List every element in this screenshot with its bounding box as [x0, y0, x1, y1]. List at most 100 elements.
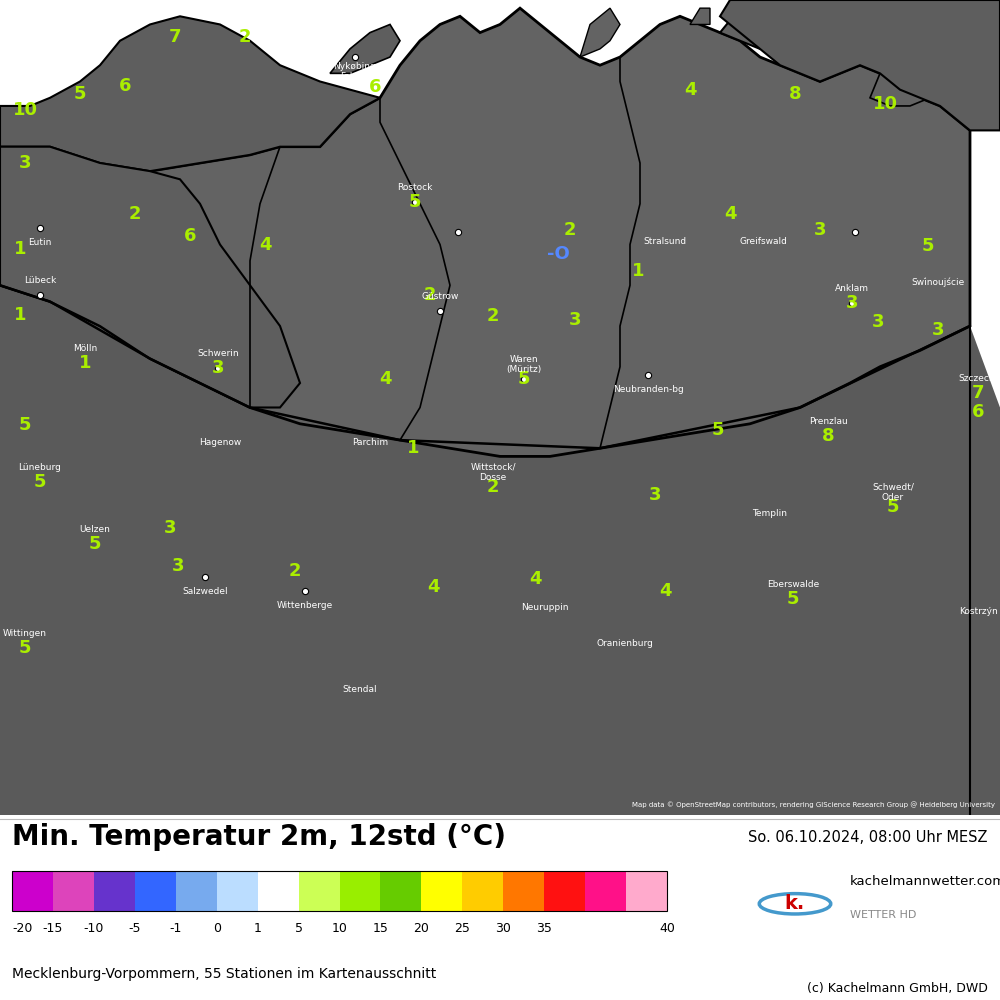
Bar — [626, 870, 667, 911]
Text: Wittingen: Wittingen — [3, 629, 47, 638]
Text: 5: 5 — [295, 922, 303, 935]
Text: Eutin: Eutin — [28, 238, 52, 247]
Text: 1: 1 — [254, 922, 262, 935]
Bar — [462, 870, 503, 911]
Text: 5: 5 — [409, 193, 421, 211]
Text: WETTER HD: WETTER HD — [850, 910, 916, 920]
Text: 4: 4 — [379, 370, 391, 388]
Text: 30: 30 — [495, 922, 511, 935]
Polygon shape — [870, 49, 940, 106]
Text: 5: 5 — [89, 535, 101, 553]
Text: 3: 3 — [19, 154, 31, 172]
Text: Templin: Templin — [753, 509, 788, 518]
Text: -5: -5 — [129, 922, 141, 935]
Text: 5: 5 — [712, 421, 724, 439]
Text: 5: 5 — [34, 473, 46, 491]
Text: 3: 3 — [649, 486, 661, 504]
Bar — [53, 870, 94, 911]
Polygon shape — [690, 8, 710, 24]
Text: 8: 8 — [789, 85, 801, 103]
Text: 5: 5 — [19, 639, 31, 657]
Text: Hagenow: Hagenow — [199, 438, 241, 447]
Text: Nykøbing
Falster: Nykøbing Falster — [334, 62, 376, 81]
Bar — [135, 870, 176, 911]
Text: 4: 4 — [724, 205, 736, 223]
Bar — [217, 870, 258, 911]
Text: 2: 2 — [487, 307, 499, 325]
Text: Oranienburg: Oranienburg — [597, 639, 653, 648]
Text: 5: 5 — [74, 85, 86, 103]
Text: 3: 3 — [212, 359, 224, 377]
Bar — [380, 870, 421, 911]
Bar — [340, 870, 380, 911]
Bar — [94, 870, 135, 911]
Text: 2: 2 — [289, 562, 301, 580]
Text: Schwerin: Schwerin — [197, 349, 239, 358]
Text: Wittenberge: Wittenberge — [277, 601, 333, 610]
Text: 40: 40 — [659, 922, 675, 935]
Text: Szczecin: Szczecin — [958, 374, 998, 383]
Text: 8: 8 — [822, 427, 834, 445]
Bar — [299, 870, 340, 911]
Text: 3: 3 — [164, 519, 176, 537]
Polygon shape — [0, 147, 300, 408]
Text: -1: -1 — [170, 922, 182, 935]
Polygon shape — [0, 16, 380, 171]
Text: 10: 10 — [872, 95, 898, 113]
Bar — [258, 870, 299, 911]
Text: Greifswald: Greifswald — [739, 237, 787, 246]
Text: 3: 3 — [569, 311, 581, 329]
Text: Uelzen: Uelzen — [80, 525, 110, 534]
Text: 2: 2 — [239, 28, 251, 46]
Text: Prenzlau: Prenzlau — [809, 417, 847, 426]
Polygon shape — [580, 8, 620, 57]
Text: 1: 1 — [79, 354, 91, 372]
Text: kachelmannwetter.com: kachelmannwetter.com — [850, 875, 1000, 888]
Text: Lübeck: Lübeck — [24, 276, 56, 285]
Polygon shape — [0, 8, 970, 456]
Text: 25: 25 — [454, 922, 470, 935]
Text: -10: -10 — [84, 922, 104, 935]
Text: Anklam: Anklam — [835, 284, 869, 293]
Text: 5: 5 — [787, 590, 799, 608]
Text: Neuruppin: Neuruppin — [521, 603, 569, 612]
Text: Güstrow: Güstrow — [421, 292, 459, 301]
Text: -15: -15 — [43, 922, 63, 935]
Polygon shape — [720, 0, 1000, 130]
Text: 10: 10 — [332, 922, 347, 935]
Text: Wittstock/
Dosse: Wittstock/ Dosse — [470, 462, 516, 482]
Text: Neubranden­bg: Neubranden­bg — [613, 385, 683, 394]
Text: k.: k. — [785, 894, 805, 913]
Text: 1: 1 — [14, 306, 26, 324]
Bar — [585, 870, 626, 911]
Bar — [176, 870, 217, 911]
Polygon shape — [330, 24, 400, 73]
Text: 2: 2 — [129, 205, 141, 223]
Text: 15: 15 — [373, 922, 388, 935]
Bar — [421, 870, 462, 911]
Text: So. 06.10.2024, 08:00 Uhr MESZ: So. 06.10.2024, 08:00 Uhr MESZ — [748, 830, 988, 845]
Text: 7: 7 — [169, 28, 181, 46]
Text: -20: -20 — [12, 922, 32, 935]
Text: Stralsund: Stralsund — [643, 237, 687, 246]
Text: 4: 4 — [259, 235, 271, 253]
Text: 35: 35 — [536, 922, 552, 935]
Text: Waren
(Müritz): Waren (Müritz) — [506, 355, 542, 374]
Text: 20: 20 — [413, 922, 429, 935]
Text: 3: 3 — [872, 313, 884, 331]
Polygon shape — [720, 0, 800, 49]
Text: 3: 3 — [932, 321, 944, 339]
Text: 5: 5 — [518, 370, 530, 388]
Text: 7: 7 — [972, 384, 984, 402]
Text: 6: 6 — [972, 403, 984, 421]
Text: 6: 6 — [369, 78, 381, 96]
Text: 3: 3 — [172, 557, 184, 575]
Text: Salzwedel: Salzwedel — [182, 587, 228, 596]
Text: Kostrzýn: Kostrzýn — [959, 607, 997, 616]
Text: 3: 3 — [846, 294, 858, 312]
Text: 5: 5 — [922, 237, 934, 255]
Text: 4: 4 — [427, 578, 439, 596]
Text: Min. Temperatur 2m, 12std (°C): Min. Temperatur 2m, 12std (°C) — [12, 823, 506, 851]
Text: 2: 2 — [564, 221, 576, 239]
Text: 10: 10 — [12, 101, 38, 119]
